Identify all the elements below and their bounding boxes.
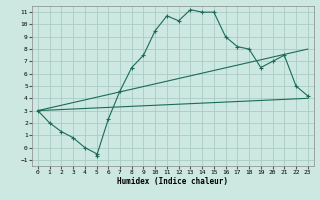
X-axis label: Humidex (Indice chaleur): Humidex (Indice chaleur)	[117, 177, 228, 186]
